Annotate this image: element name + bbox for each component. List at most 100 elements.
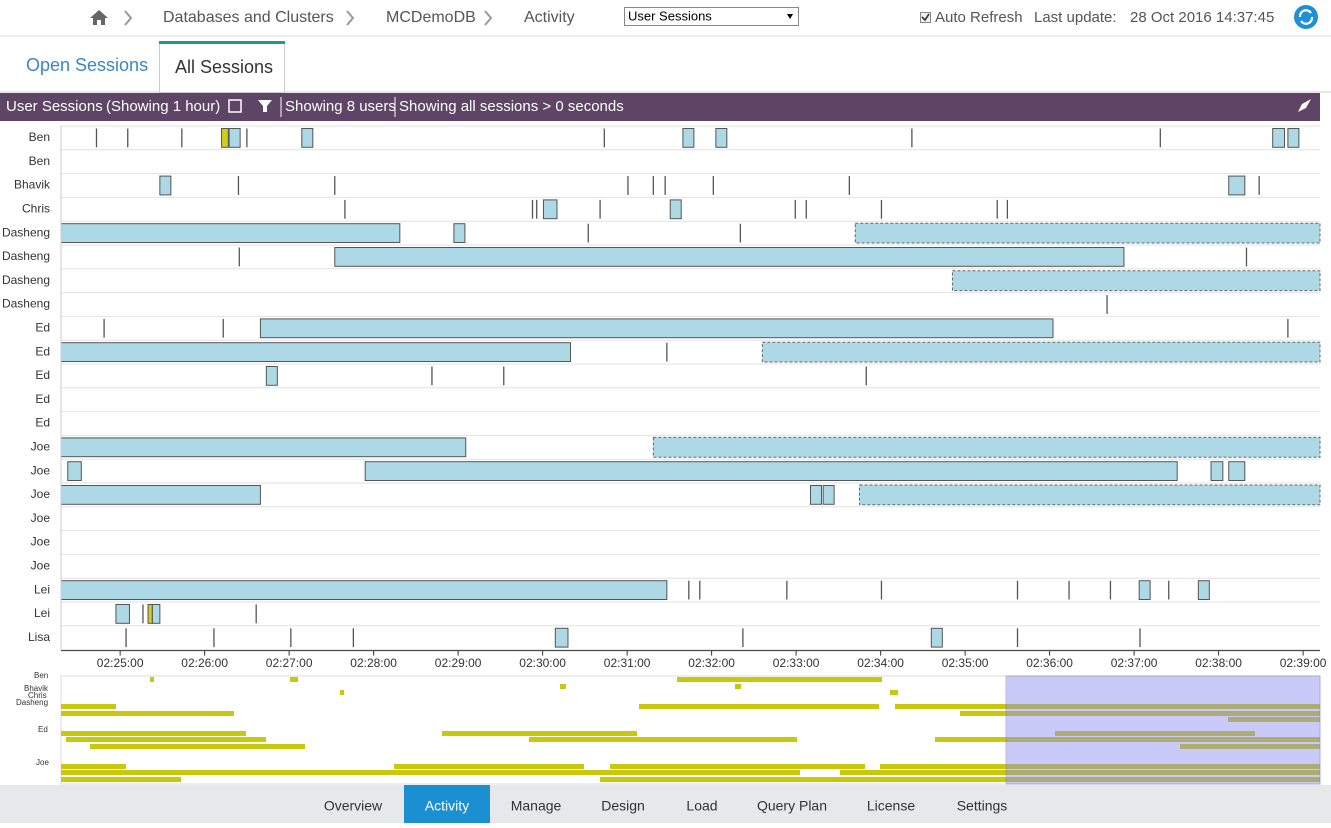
row-label: Chris <box>22 201 50 215</box>
x-tick-label: 02:27:00 <box>266 656 313 670</box>
waiting-session[interactable] <box>147 604 153 624</box>
chevron <box>124 10 133 26</box>
row-label: Lei <box>34 582 50 596</box>
session[interactable] <box>809 485 822 505</box>
overview-label: Joe <box>36 758 49 767</box>
session[interactable] <box>60 485 261 505</box>
row-label: Dasheng <box>2 225 50 239</box>
tab-active[interactable] <box>159 41 285 93</box>
overview-label: Dasheng <box>16 698 48 707</box>
home-icon[interactable] <box>90 10 108 25</box>
toolbar-range: (Showing 1 hour) <box>106 98 220 115</box>
timeline: Ben Ben Bhavik Chris Dasheng Dasheng Dasheng Da… <box>2 125 1327 670</box>
session[interactable] <box>1197 580 1210 601</box>
session[interactable] <box>60 342 572 363</box>
nav-item[interactable]: Overview <box>324 798 383 814</box>
open-session[interactable] <box>854 222 1321 244</box>
session[interactable] <box>1287 128 1300 148</box>
x-tick-label: 02:33:00 <box>773 656 820 670</box>
session[interactable] <box>334 247 1125 267</box>
breadcrumb[interactable]: MCDemoDB <box>386 9 476 26</box>
breadcrumb[interactable]: Databases and Clusters <box>163 9 334 26</box>
x-tick-label: 02:39:00 <box>1280 656 1327 670</box>
session[interactable] <box>930 627 943 648</box>
row-label: Lisa <box>28 630 50 644</box>
session[interactable] <box>1138 580 1151 601</box>
nav-item[interactable]: Design <box>601 798 645 814</box>
nav-item-active[interactable] <box>404 785 490 823</box>
session[interactable] <box>453 223 466 243</box>
last-update-label: Last update: <box>1034 9 1117 26</box>
session[interactable] <box>554 627 569 648</box>
session[interactable] <box>301 128 314 148</box>
session[interactable] <box>822 485 835 505</box>
chevron <box>346 10 355 26</box>
last-update-value: 28 Oct 2016 14:37:45 <box>1130 9 1274 26</box>
session[interactable] <box>159 175 172 196</box>
overview: Ben Bhavik Chris Dasheng Ed Joe <box>16 671 1321 785</box>
row-label: Ed <box>35 368 50 382</box>
session[interactable] <box>60 580 668 601</box>
row-label: Ed <box>35 392 50 406</box>
x-tick-label: 02:32:00 <box>688 656 735 670</box>
overview-label: Chris <box>28 691 47 700</box>
session[interactable] <box>682 128 695 148</box>
open-session[interactable] <box>951 270 1321 292</box>
session[interactable] <box>115 604 130 624</box>
x-tick-label: 02:36:00 <box>1026 656 1073 670</box>
session[interactable] <box>265 366 278 386</box>
open-session[interactable] <box>858 484 1321 506</box>
x-tick-label: 02:35:00 <box>942 656 989 670</box>
session[interactable] <box>542 199 558 220</box>
filter-icon[interactable] <box>258 100 272 112</box>
waiting-session[interactable] <box>221 128 229 148</box>
x-tick-label: 02:34:00 <box>857 656 904 670</box>
nav-item[interactable]: Manage <box>511 798 562 814</box>
row-label: Joe <box>31 558 51 572</box>
nav-item[interactable]: License <box>867 798 915 814</box>
session[interactable] <box>1272 128 1286 148</box>
x-tick-label: 02:38:00 <box>1195 656 1242 670</box>
breadcrumb[interactable]: Activity <box>524 9 575 26</box>
tab[interactable]: Open Sessions <box>26 55 148 75</box>
nav-item[interactable]: Settings <box>957 798 1008 814</box>
tab[interactable]: All Sessions <box>175 57 273 77</box>
row-label: Joe <box>31 511 51 525</box>
session[interactable] <box>1210 461 1224 482</box>
session[interactable] <box>259 318 1054 339</box>
overview-label: Bhavik <box>24 684 49 693</box>
x-tick-label: 02:26:00 <box>181 656 228 670</box>
x-tick-label: 02:30:00 <box>519 656 566 670</box>
session[interactable] <box>364 461 1178 482</box>
row-label: Dasheng <box>2 273 50 287</box>
session[interactable] <box>151 604 161 624</box>
nav-item[interactable]: Activity <box>425 798 469 814</box>
overview-selection[interactable] <box>1005 675 1321 785</box>
row-label: Joe <box>31 487 51 501</box>
x-tick-label: 02:25:00 <box>97 656 144 670</box>
x-tick-label: 02:31:00 <box>604 656 651 670</box>
nav-item[interactable]: Query Plan <box>757 798 827 814</box>
refresh-button[interactable] <box>1294 5 1318 29</box>
calendar-icon[interactable] <box>228 99 242 113</box>
row-label: Ben <box>29 130 50 144</box>
auto-refresh-checkbox[interactable] <box>920 12 931 23</box>
session[interactable] <box>715 128 728 148</box>
session[interactable] <box>1228 461 1246 482</box>
view-select[interactable] <box>624 7 799 26</box>
session[interactable] <box>60 437 467 458</box>
session[interactable] <box>228 128 241 148</box>
session[interactable] <box>669 199 682 220</box>
overview-label: Ben <box>34 671 48 680</box>
open-session[interactable] <box>761 341 1321 363</box>
rocket-icon[interactable] <box>1298 99 1311 112</box>
auto-refresh-label: Auto Refresh <box>935 9 1023 26</box>
session[interactable] <box>60 223 401 243</box>
row-label: Joe <box>31 439 51 453</box>
nav-item[interactable]: Load <box>686 798 717 814</box>
row-label: Lei <box>34 606 50 620</box>
session[interactable] <box>67 461 82 482</box>
session[interactable] <box>1228 175 1246 196</box>
open-session[interactable] <box>652 436 1321 458</box>
checkmark <box>921 13 930 22</box>
